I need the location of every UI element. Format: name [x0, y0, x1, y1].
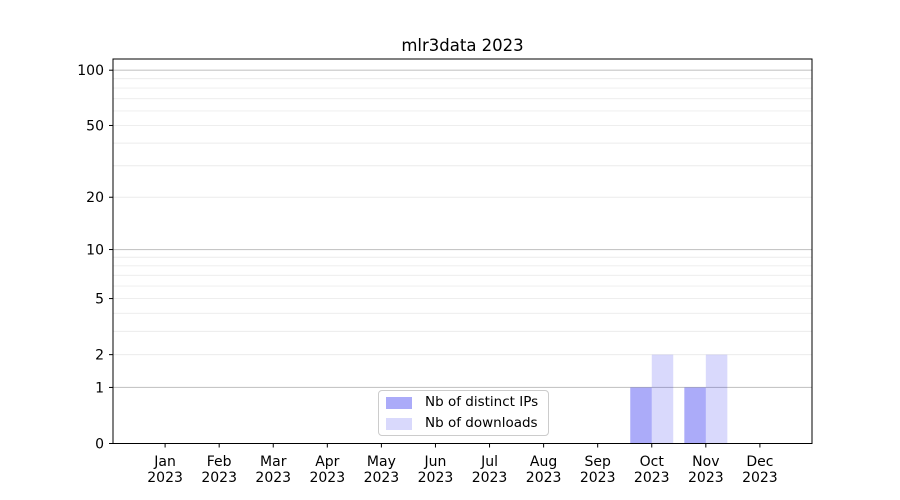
y-tick-label: 20	[86, 190, 104, 206]
x-tick-label-month: Sep	[584, 454, 611, 470]
y-tick-label: 2	[95, 348, 104, 364]
bar-downloads-oct	[651, 354, 674, 444]
x-tick-label-year: 2023	[255, 470, 291, 486]
y-tick-label: 5	[95, 292, 104, 308]
chart-legend: Nb of distinct IPs Nb of downloads	[378, 390, 549, 436]
x-tick-label-month: Jan	[153, 454, 176, 470]
axis-tick-labels: 0125102050100Jan2023Feb2023Mar2023Apr202…	[77, 63, 777, 486]
y-tick-label: 10	[86, 243, 104, 259]
x-tick-label-year: 2023	[742, 470, 778, 486]
x-tick-label-month: Oct	[640, 454, 665, 470]
x-tick-label-month: Nov	[692, 454, 719, 470]
x-tick-label-year: 2023	[201, 470, 237, 486]
legend-swatch-distinct-ips	[386, 396, 412, 409]
bar-downloads-nov	[705, 354, 728, 444]
y-tick-label: 1	[95, 380, 104, 396]
x-tick-label-month: Feb	[207, 454, 232, 470]
x-tick-label-year: 2023	[309, 470, 345, 486]
x-tick-label-year: 2023	[364, 470, 400, 486]
y-tick-label: 50	[86, 118, 104, 134]
legend-item-downloads: Nb of downloads	[386, 415, 540, 432]
x-tick-label-month: May	[367, 454, 396, 470]
x-tick-label-month: Aug	[530, 454, 557, 470]
legend-label-downloads: Nb of downloads	[425, 415, 538, 431]
x-tick-label-year: 2023	[634, 470, 670, 486]
x-tick-label-year: 2023	[472, 470, 508, 486]
plot-frame	[112, 58, 813, 444]
x-tick-label-month: Jul	[480, 454, 498, 470]
x-tick-label-year: 2023	[688, 470, 724, 486]
legend-item-distinct-ips: Nb of distinct IPs	[386, 394, 540, 411]
gridlines	[113, 69, 812, 388]
x-tick-label-year: 2023	[526, 470, 562, 486]
bar-distinct-ips-oct	[630, 387, 652, 444]
x-tick-label-year: 2023	[418, 470, 454, 486]
bars	[630, 354, 728, 444]
bar-distinct-ips-nov	[684, 387, 706, 444]
x-tick-label-month: Apr	[315, 454, 339, 470]
x-tick-label-month: Jun	[424, 454, 447, 470]
y-tick-label: 100	[77, 63, 104, 79]
legend-swatch-downloads	[386, 417, 412, 430]
y-tick-label: 0	[95, 437, 104, 453]
x-tick-label-month: Mar	[260, 454, 287, 470]
x-tick-label-year: 2023	[147, 470, 183, 486]
legend-label-distinct-ips: Nb of distinct IPs	[425, 394, 539, 410]
axes	[109, 58, 813, 448]
x-tick-label-month: Dec	[746, 454, 773, 470]
x-tick-label-year: 2023	[580, 470, 616, 486]
chart-title: mlr3data 2023	[401, 36, 523, 55]
